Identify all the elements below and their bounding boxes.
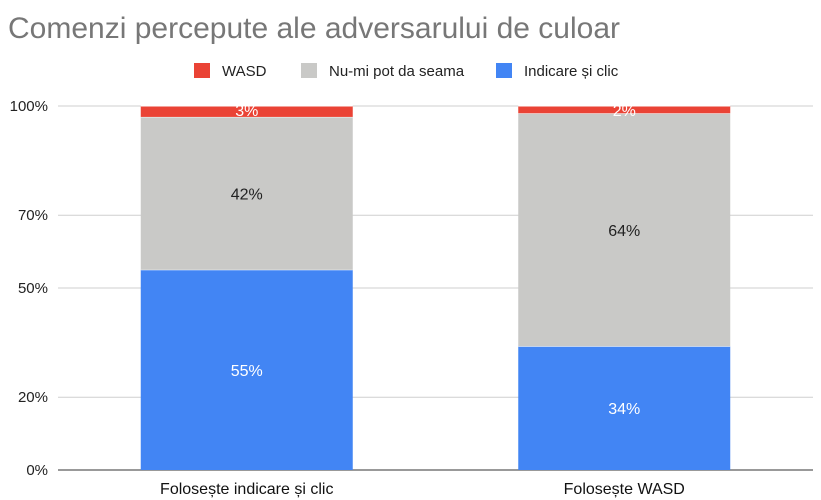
bar-indicare-si-clic: [518, 346, 731, 470]
y-tick-label: 70%: [18, 207, 48, 224]
y-axis: 0% 20% 50% 70% 100%: [10, 98, 48, 479]
bar-indicare-si-clic: [140, 269, 353, 470]
x-category-label: Folosește indicare și clic: [160, 481, 333, 498]
legend-label: WASD: [222, 63, 267, 80]
data-label: 34%: [608, 401, 640, 418]
x-category-label: Folosește WASD: [564, 481, 685, 498]
x-axis: Folosește indicare și clic Folosește WASD: [160, 481, 685, 498]
data-label: 3%: [235, 103, 258, 120]
bar-wasd: [140, 106, 353, 117]
y-tick-label: 20%: [18, 389, 48, 406]
bar-nu-mi-pot-da-seama: [140, 116, 353, 270]
legend-label: Indicare și clic: [524, 63, 619, 80]
legend-swatch-indicare-si-clic: [496, 63, 512, 78]
data-label: 64%: [608, 223, 640, 240]
data-label: 55%: [231, 363, 263, 380]
bars: 55% 42% 3% 34% 64% 2%: [140, 103, 731, 470]
y-tick-label: 50%: [18, 280, 48, 297]
data-label: 2%: [613, 103, 636, 120]
chart-title: Comenzi percepute ale adversarului de cu…: [8, 12, 620, 45]
data-label: 42%: [231, 186, 263, 203]
legend-swatch-nu-mi-pot-da-seama: [301, 63, 317, 78]
y-tick-label: 100%: [10, 98, 48, 115]
legend: WASD Nu-mi pot da seama Indicare și clic: [194, 63, 619, 80]
bar-nu-mi-pot-da-seama: [518, 113, 731, 347]
bar-wasd: [518, 106, 731, 114]
y-tick-label: 0%: [26, 462, 48, 479]
legend-swatch-wasd: [194, 63, 210, 78]
legend-label: Nu-mi pot da seama: [329, 63, 465, 80]
